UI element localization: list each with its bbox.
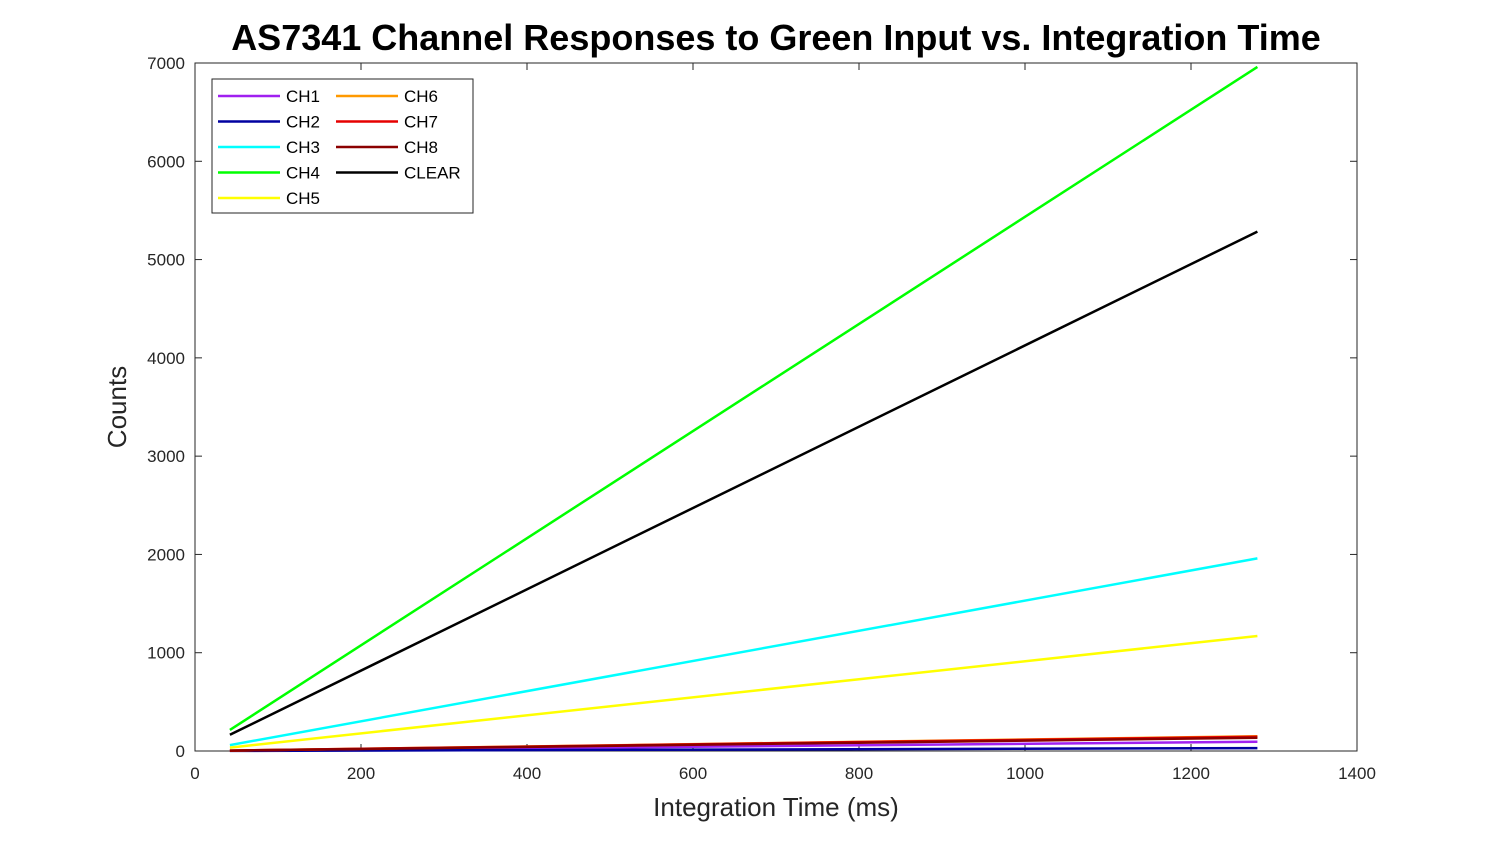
legend-label-ch8: CH8 [404, 138, 438, 157]
y-tick-label: 1000 [147, 644, 185, 663]
x-tick-label: 1200 [1172, 764, 1210, 783]
y-tick-label: 6000 [147, 152, 185, 171]
y-tick-label: 2000 [147, 545, 185, 564]
series-lines [229, 65, 1259, 753]
x-tick-label: 1400 [1338, 764, 1376, 783]
legend-label-ch3: CH3 [286, 138, 320, 157]
x-tick-label: 0 [190, 764, 199, 783]
x-tick-label: 800 [845, 764, 873, 783]
chart-title: AS7341 Channel Responses to Green Input … [231, 17, 1321, 58]
series-line-ch8 [229, 736, 1258, 752]
y-tick-label: 3000 [147, 447, 185, 466]
y-tick-label: 7000 [147, 54, 185, 73]
x-tick-label: 1000 [1006, 764, 1044, 783]
series-line-ch2 [229, 746, 1258, 753]
legend-label-ch6: CH6 [404, 87, 438, 106]
series-line-ch5 [229, 634, 1258, 749]
x-axis-label: Integration Time (ms) [653, 792, 899, 822]
legend-label-ch1: CH1 [286, 87, 320, 106]
axis-ticks: 0 200 400 600 800 1000 1200 1400 0 1000 2000 3000 40… [147, 54, 1376, 783]
series-line-clear [229, 230, 1258, 736]
legend-label-ch7: CH7 [404, 113, 438, 132]
series-line-ch4 [229, 65, 1259, 731]
legend-label-clear: CLEAR [404, 164, 461, 183]
series-line-ch3 [229, 557, 1258, 747]
y-tick-label: 5000 [147, 251, 185, 270]
y-axis-label: Counts [102, 366, 132, 448]
legend-label-ch5: CH5 [286, 189, 320, 208]
legend: CH1 CH2 CH3 CH4 CH5 CH6 CH7 CH8 CLEAR [211, 78, 474, 214]
x-tick-label: 400 [513, 764, 541, 783]
x-tick-label: 600 [679, 764, 707, 783]
legend-label-ch2: CH2 [286, 113, 320, 132]
x-tick-label: 200 [347, 764, 375, 783]
legend-label-ch4: CH4 [286, 164, 320, 183]
y-tick-label: 0 [176, 742, 185, 761]
y-tick-label: 4000 [147, 349, 185, 368]
